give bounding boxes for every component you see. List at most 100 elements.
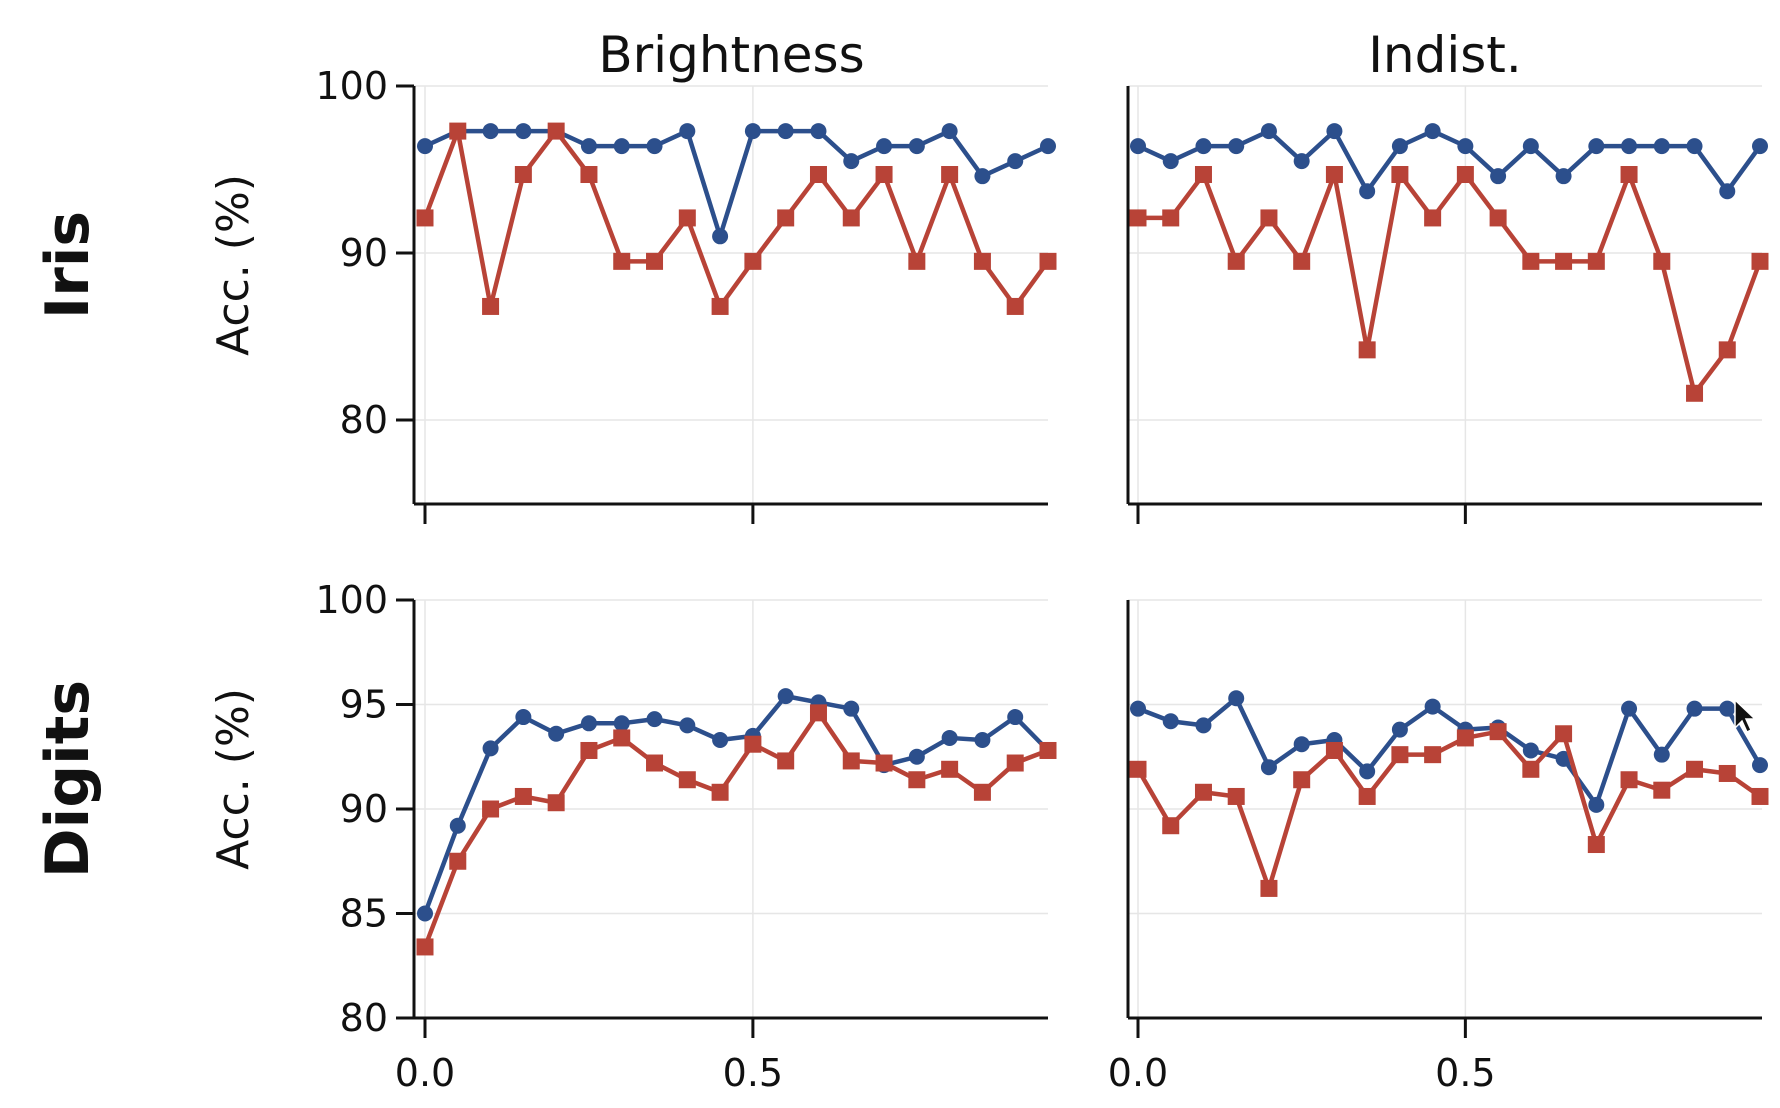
data-point-circle (1162, 153, 1179, 170)
series-line-2 (1138, 172, 1763, 396)
data-point-square (1456, 166, 1474, 184)
data-point-circle (974, 168, 991, 185)
y-axis-label: Acc. (%) (208, 174, 259, 356)
data-point-circle (1752, 138, 1768, 155)
mouse-cursor-icon (1734, 698, 1757, 734)
data-point-square (1751, 787, 1769, 805)
data-point-square (1162, 817, 1180, 835)
data-point-square (1489, 723, 1507, 741)
data-point-circle (1588, 796, 1605, 813)
data-point-circle (974, 732, 991, 749)
series-line-2 (422, 710, 1049, 948)
data-point-circle (1040, 138, 1056, 155)
data-point-circle (1130, 700, 1146, 717)
data-point-square (1129, 209, 1147, 227)
data-point-square (1456, 729, 1474, 747)
data-point-circle (1228, 690, 1245, 707)
y-tick-label: 90 (340, 787, 388, 831)
data-point-square (613, 252, 631, 270)
data-point-square (1129, 760, 1147, 778)
data-point-circle (613, 138, 630, 155)
data-point-square (1325, 741, 1343, 759)
data-point-circle (515, 123, 532, 140)
chart-panel-1: 80 90 100 Brightness Acc. (%) Iris (33, 26, 1057, 524)
y-tick-label: 95 (340, 683, 388, 727)
data-point-square (744, 735, 762, 753)
data-point-circle (679, 717, 696, 734)
data-point-square (1006, 297, 1024, 315)
data-point-square (1260, 209, 1278, 227)
data-point-circle (1293, 736, 1310, 753)
data-point-square (1620, 166, 1638, 184)
data-point-square (547, 794, 565, 812)
data-point-circle (843, 700, 860, 717)
data-point-square (416, 209, 434, 227)
data-point-circle (1391, 721, 1408, 738)
data-point-circle (1719, 700, 1736, 717)
data-point-circle (482, 740, 499, 757)
y-tick-label: 80 (340, 996, 388, 1040)
data-point-circle (580, 138, 597, 155)
data-point-square (1391, 746, 1409, 764)
data-point-circle (1228, 138, 1245, 155)
data-point-square (514, 787, 532, 805)
data-point-square (777, 752, 795, 770)
data-point-square (646, 754, 664, 772)
data-point-square (1325, 166, 1343, 184)
data-point-square (908, 252, 926, 270)
row-title: Digits (33, 680, 103, 878)
chart-panel-3: 80 85 90 95 100 0.0 0.5 Acc. (%) Digits (33, 578, 1057, 1095)
data-point-circle (1457, 138, 1474, 155)
data-point-circle (1653, 138, 1670, 155)
row-title: Iris (33, 211, 103, 319)
data-point-square (482, 297, 500, 315)
y-tick-label: 80 (340, 398, 388, 442)
data-point-square (1293, 252, 1311, 270)
series-line-1 (1137, 695, 1762, 808)
data-point-circle (1686, 700, 1703, 717)
data-point-square (1620, 771, 1638, 789)
data-point-square (875, 754, 893, 772)
data-point-square (1227, 252, 1245, 270)
data-point-circle (1391, 138, 1408, 155)
data-point-square (842, 209, 860, 227)
data-point-square (646, 252, 664, 270)
data-point-square (1293, 771, 1311, 789)
data-point-square (941, 166, 959, 184)
data-point-square (1686, 384, 1704, 402)
data-point-circle (876, 138, 893, 155)
data-point-circle (417, 905, 433, 922)
data-point-square (449, 122, 467, 140)
x-tick-label: 0.0 (395, 1051, 455, 1095)
data-point-square (1039, 252, 1057, 270)
data-point-square (842, 752, 860, 770)
data-point-circle (1522, 138, 1539, 155)
data-point-circle (1162, 713, 1179, 730)
data-point-square (908, 771, 926, 789)
data-point-square (1006, 754, 1024, 772)
data-point-circle (1522, 742, 1539, 759)
data-point-square (678, 771, 696, 789)
data-point-circle (1260, 123, 1277, 140)
data-point-circle (482, 123, 499, 140)
data-point-square (514, 166, 532, 184)
data-point-circle (941, 123, 958, 140)
y-tick-label: 100 (315, 578, 388, 622)
data-point-square (1686, 760, 1704, 778)
data-point-circle (1752, 757, 1768, 774)
data-point-circle (1686, 138, 1703, 155)
data-point-square (1718, 341, 1736, 359)
data-point-square (1260, 879, 1278, 897)
data-point-square (1424, 746, 1442, 764)
x-tick-label: 0.5 (1435, 1051, 1495, 1095)
data-point-circle (1555, 168, 1572, 185)
data-point-circle (1424, 123, 1441, 140)
data-point-square (580, 741, 598, 759)
data-point-circle (1195, 717, 1212, 734)
data-point-square (416, 938, 434, 956)
data-point-square (1587, 252, 1605, 270)
data-point-square (580, 166, 598, 184)
data-point-square (1718, 764, 1736, 782)
data-point-square (875, 166, 893, 184)
data-point-circle (1653, 746, 1670, 763)
